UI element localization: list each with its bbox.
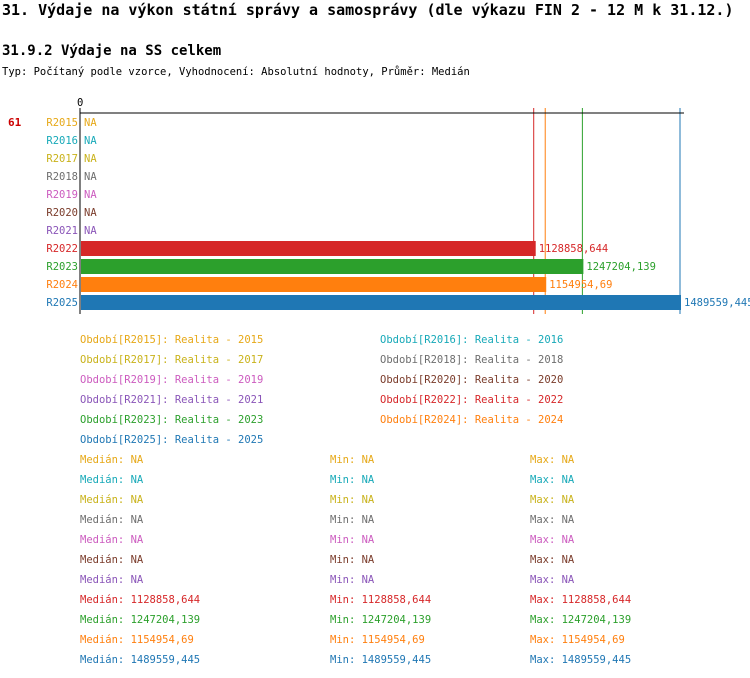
value-label-r2024: 1154954,69 (549, 279, 612, 291)
bar-r2022 (81, 241, 536, 256)
category-label-r2024: R2024 (46, 279, 78, 291)
stat-median: Medián: 1154954,69 (80, 634, 194, 646)
stat-median: Medián: NA (80, 534, 144, 546)
category-label-r2017: R2017 (46, 153, 78, 165)
stat-min: Min: NA (330, 534, 375, 546)
value-label-r2021: NA (84, 225, 97, 237)
legend-item: Období[R2023]: Realita - 2023 (80, 414, 264, 426)
category-label-r2016: R2016 (46, 135, 78, 147)
stat-max: Max: NA (530, 534, 575, 546)
stat-min: Min: NA (330, 554, 375, 566)
stat-max: Max: NA (530, 494, 575, 506)
stat-max: Max: NA (530, 454, 575, 466)
bar-r2023 (81, 259, 584, 274)
category-label-r2021: R2021 (46, 225, 78, 237)
value-label-r2023: 1247204,139 (586, 261, 656, 273)
chart-info: Typ: Počítaný podle vzorce, Vyhodnocení:… (2, 66, 470, 78)
category-label-r2022: R2022 (46, 243, 78, 255)
category-label-r2020: R2020 (46, 207, 78, 219)
legend-item: Období[R2021]: Realita - 2021 (80, 394, 264, 406)
stat-median: Medián: NA (80, 494, 144, 506)
stat-min: Min: 1489559,445 (330, 654, 432, 666)
legend-item: Období[R2022]: Realita - 2022 (380, 394, 564, 406)
legend-item: Období[R2017]: Realita - 2017 (80, 354, 264, 366)
category-label-r2019: R2019 (46, 189, 78, 201)
stat-max: Max: 1128858,644 (530, 594, 632, 606)
category-label-r2018: R2018 (46, 171, 78, 183)
stat-max: Max: NA (530, 474, 575, 486)
stat-min: Min: NA (330, 494, 375, 506)
x-axis-zero-label: 0 (77, 97, 83, 109)
chart-subtitle: 31.9.2 Výdaje na SS celkem (2, 43, 222, 59)
legend-item: Období[R2018]: Realita - 2018 (380, 354, 564, 366)
legend-item: Období[R2016]: Realita - 2016 (380, 334, 564, 346)
value-label-r2022: 1128858,644 (539, 243, 609, 255)
stat-min: Min: 1154954,69 (330, 634, 425, 646)
value-label-r2025: 1489559,445 (684, 297, 750, 309)
stat-max: Max: 1154954,69 (530, 634, 625, 646)
stat-min: Min: NA (330, 574, 375, 586)
stat-max: Max: NA (530, 574, 575, 586)
row-id: 61 (8, 116, 22, 129)
value-label-r2020: NA (84, 207, 97, 219)
stat-min: Min: 1128858,644 (330, 594, 432, 606)
stat-max: Max: NA (530, 554, 575, 566)
stat-min: Min: NA (330, 474, 375, 486)
value-label-r2018: NA (84, 171, 97, 183)
value-label-r2017: NA (84, 153, 97, 165)
stat-median: Medián: 1489559,445 (80, 654, 201, 666)
stat-median: Medián: 1128858,644 (80, 594, 201, 606)
stat-min: Min: NA (330, 514, 375, 526)
category-label-r2023: R2023 (46, 261, 78, 273)
stat-max: Max: NA (530, 514, 575, 526)
legend-item: Období[R2024]: Realita - 2024 (380, 414, 564, 426)
stat-min: Min: NA (330, 454, 375, 466)
stat-median: Medián: NA (80, 554, 144, 566)
value-label-r2016: NA (84, 135, 97, 147)
stat-min: Min: 1247204,139 (330, 614, 432, 626)
bar-r2025 (81, 295, 681, 310)
legend-item: Období[R2015]: Realita - 2015 (80, 334, 264, 346)
stat-median: Medián: NA (80, 454, 144, 466)
legend-item: Období[R2019]: Realita - 2019 (80, 374, 264, 386)
page-title: 31. Výdaje na výkon státní správy a samo… (2, 1, 734, 19)
stat-max: Max: 1247204,139 (530, 614, 632, 626)
stat-max: Max: 1489559,445 (530, 654, 632, 666)
bar-r2024 (81, 277, 547, 292)
stat-median: Medián: 1247204,139 (80, 614, 201, 626)
legend-item: Období[R2025]: Realita - 2025 (80, 434, 264, 446)
stat-median: Medián: NA (80, 514, 144, 526)
value-label-r2015: NA (84, 117, 97, 129)
stat-median: Medián: NA (80, 474, 144, 486)
stat-median: Medián: NA (80, 574, 144, 586)
bar-chart: 0 R2015 NA R2016 NA R2017 NA R2018 NA R2019 NA R202… (46, 97, 750, 314)
category-label-r2015: R2015 (46, 117, 78, 129)
legend-item: Období[R2020]: Realita - 2020 (380, 374, 564, 386)
value-label-r2019: NA (84, 189, 97, 201)
category-label-r2025: R2025 (46, 297, 78, 309)
